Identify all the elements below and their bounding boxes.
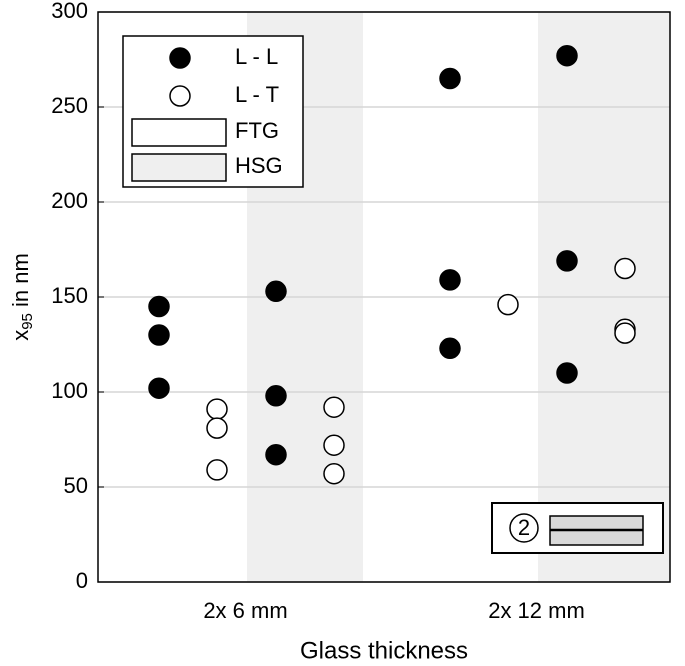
data-point [439,67,461,90]
legend-label: HSG [235,153,283,178]
legend: L - L L - T FTG HSG [122,35,304,188]
legend-marker [169,47,191,69]
y-tick-label: 250 [51,93,88,118]
y-tick-label: 50 [64,473,88,498]
y-tick-label: 100 [51,378,88,403]
data-point [206,459,228,481]
inset-circle [509,513,539,543]
data-point [206,417,228,439]
x-axis-label: Glass thickness [300,637,468,664]
data-point [323,396,345,418]
x-tick-label: 2x 12 mm [488,598,585,623]
x-tick-label: 2x 6 mm [203,598,287,623]
data-point [439,269,461,291]
data-point [206,398,228,420]
legend-label: L - L [235,44,278,69]
data-point [323,434,345,456]
y-label-main: x [8,330,33,341]
y-label-sub: 95 [19,313,36,330]
data-point [265,280,287,303]
legend-swatch [131,153,227,182]
data-point [265,443,287,466]
data-point [497,293,519,316]
legend-label: L - T [235,82,279,107]
y-tick-label: 300 [51,0,88,23]
y-tick-label: 150 [51,283,88,308]
data-point [556,250,578,272]
y-tick-label: 200 [51,188,88,213]
data-point [614,322,636,344]
legend-marker [169,85,191,107]
data-point [323,462,345,485]
data-point [265,385,287,407]
data-point [614,257,636,280]
inset: 2 [491,502,664,554]
data-point [148,295,170,318]
legend-label: FTG [235,118,279,143]
data-point [556,362,578,384]
data-point [556,44,578,67]
inset-label: 2 [518,515,530,540]
y-tick-label: 0 [76,568,88,593]
plot-frame [97,11,671,583]
data-point [148,324,170,346]
y-label-rest: in nm [8,253,33,313]
data-point [439,337,461,360]
data-point [148,377,170,399]
marks-layer [148,44,636,485]
y-axis-label: x95 in nm [8,253,36,341]
legend-swatch [131,118,227,147]
